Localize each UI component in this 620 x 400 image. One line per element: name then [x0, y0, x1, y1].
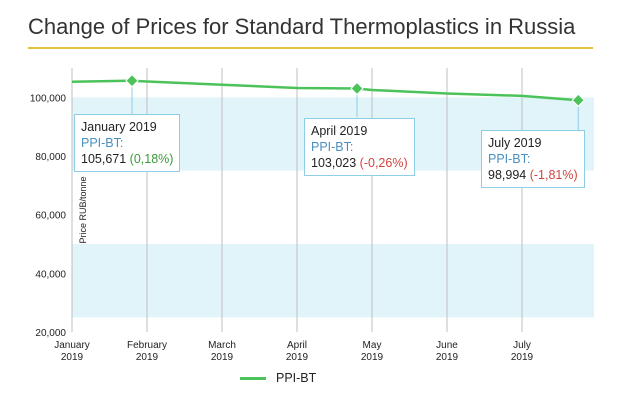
y-tick-label: 40,000	[35, 269, 66, 280]
y-tick-label: 60,000	[35, 211, 66, 222]
x-tick-label: 2019	[211, 352, 234, 363]
callout-date: July 2019	[488, 136, 542, 150]
data-point-marker	[571, 93, 585, 107]
legend-label: PPI-BT	[276, 371, 317, 385]
y-tick-label: 20,000	[35, 328, 66, 339]
legend-swatch	[240, 376, 266, 380]
callout-january: January 2019 PPI-BT: 105,671 (0,18%)	[74, 114, 181, 172]
callout-series: PPI-BT:	[488, 152, 531, 166]
legend: PPI-BT	[240, 368, 316, 388]
x-tick-label: 2019	[61, 352, 84, 363]
callout-change: (-1,81%)	[529, 168, 578, 182]
callout-change: (-0,26%)	[359, 156, 408, 170]
series-line-ppi-bt	[71, 79, 579, 102]
shaded-band-0	[72, 244, 594, 318]
callout-value: 98,994	[488, 168, 527, 182]
x-tick-label: June	[436, 340, 458, 351]
chart-title: Change of Prices for Standard Thermoplas…	[28, 14, 576, 39]
x-tick-label: March	[208, 340, 236, 351]
x-tick-label: May	[363, 340, 382, 351]
callout-date: January 2019	[81, 120, 157, 134]
x-tick-label: April	[287, 340, 307, 351]
callout-series: PPI-BT:	[311, 140, 354, 154]
x-tick-label: January	[54, 340, 90, 351]
callout-july: July 2019 PPI-BT: 98,994 (-1,81%)	[481, 130, 585, 188]
x-tick-label: February	[127, 340, 167, 351]
data-point-marker	[350, 81, 364, 96]
callout-series: PPI-BT:	[81, 136, 124, 150]
y-axis-label: Price RUB/tonne	[78, 176, 88, 243]
callout-date: April 2019	[311, 124, 368, 138]
title-divider	[28, 47, 593, 49]
y-tick-label: 100,000	[30, 93, 67, 104]
x-tick-label: 2019	[511, 352, 534, 363]
data-point-marker	[125, 73, 139, 88]
x-tick-label: 2019	[361, 352, 384, 363]
x-tick-label: 2019	[286, 352, 309, 363]
x-tick-label: 2019	[436, 352, 459, 363]
y-tick-label: 80,000	[35, 152, 66, 163]
x-tick-label: July	[513, 340, 531, 351]
callout-value: 105,671	[81, 152, 127, 166]
callout-change: (0,18%)	[129, 152, 174, 166]
x-tick-label: 2019	[136, 352, 159, 363]
callout-value: 103,023	[311, 156, 357, 170]
callout-april: April 2019 PPI-BT: 103,023 (-0,26%)	[304, 118, 415, 176]
